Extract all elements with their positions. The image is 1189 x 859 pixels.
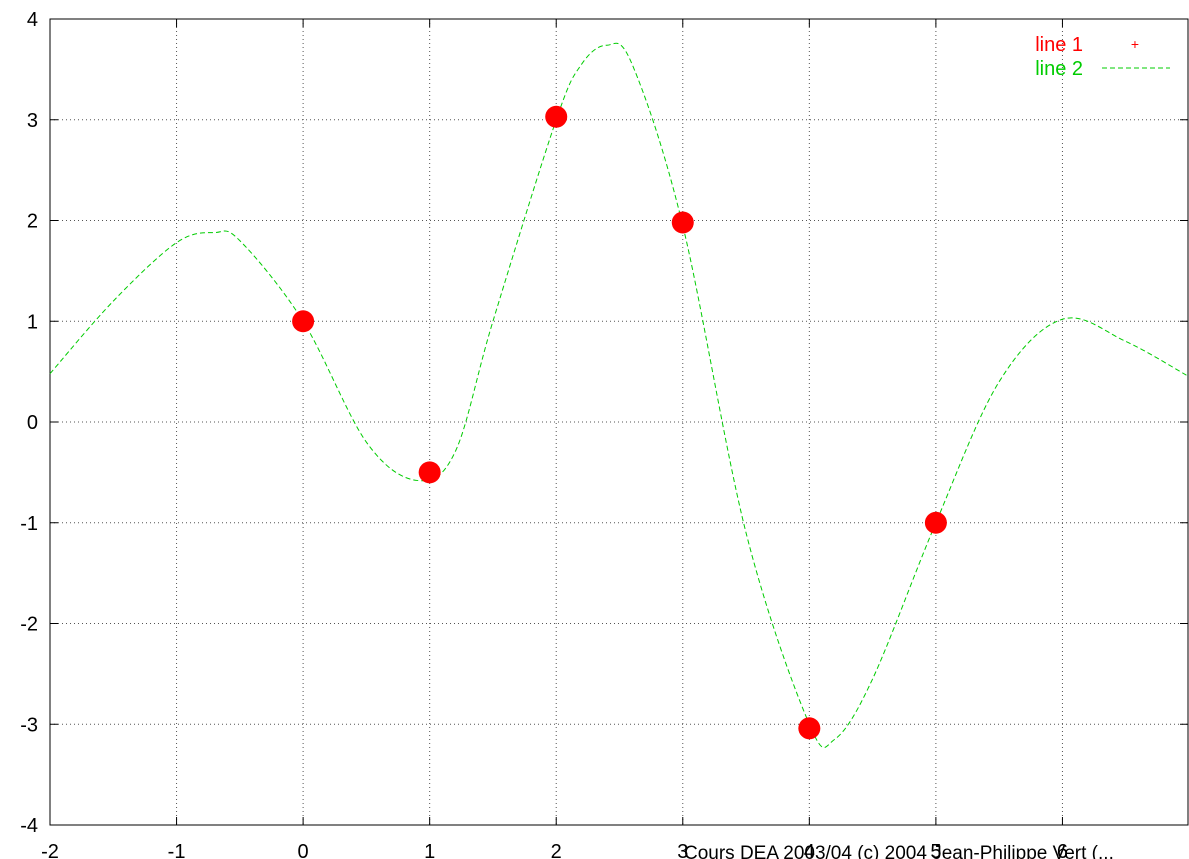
series-line-1-point bbox=[671, 211, 694, 234]
y-tick-label: -2 bbox=[20, 614, 38, 636]
y-tick-label: 1 bbox=[27, 311, 38, 333]
y-tick-label: 0 bbox=[27, 412, 38, 434]
legend-label-line-2: line 2 bbox=[1035, 58, 1083, 80]
series-line-1-point bbox=[292, 310, 315, 333]
series-line-1-point bbox=[545, 105, 568, 128]
x-tick-label: 6 bbox=[1057, 841, 1068, 859]
series-line-1-point bbox=[418, 461, 441, 484]
series bbox=[49, 42, 1189, 749]
y-tick-label: 4 bbox=[27, 9, 38, 31]
y-tick-label: -3 bbox=[20, 714, 38, 736]
grid bbox=[49, 18, 1189, 826]
legend-marker-line-1: + bbox=[1131, 36, 1139, 52]
x-tick-label: -1 bbox=[168, 841, 186, 859]
x-tick-label: 4 bbox=[804, 841, 815, 859]
x-tick-label: -2 bbox=[41, 841, 59, 859]
y-tick-label: -4 bbox=[20, 815, 38, 837]
x-tick-label: 3 bbox=[677, 841, 688, 859]
legend: line 1 + line 2 bbox=[1035, 34, 1170, 80]
y-tick-label: -1 bbox=[20, 513, 38, 535]
series-line-2-curve bbox=[49, 42, 1189, 749]
x-tick-label: 2 bbox=[551, 841, 562, 859]
axis-ticks: -4 -3 -2 -1 0 1 2 3 4 -2 -1 0 1 2 3 4 5 6 bbox=[20, 9, 1188, 859]
y-tick-label: 2 bbox=[27, 211, 38, 233]
series-line-1-point bbox=[798, 717, 821, 740]
y-tick-label: 3 bbox=[27, 110, 38, 132]
x-tick-label: 0 bbox=[298, 841, 309, 859]
x-tick-label: 5 bbox=[930, 841, 941, 859]
footer-copyright: Cours DEA 2003/04 (c) 2004 Jean-Philippe… bbox=[684, 843, 1114, 859]
x-tick-label: 1 bbox=[424, 841, 435, 859]
series-line-1-point bbox=[924, 511, 947, 534]
legend-label-line-1: line 1 bbox=[1035, 34, 1083, 56]
